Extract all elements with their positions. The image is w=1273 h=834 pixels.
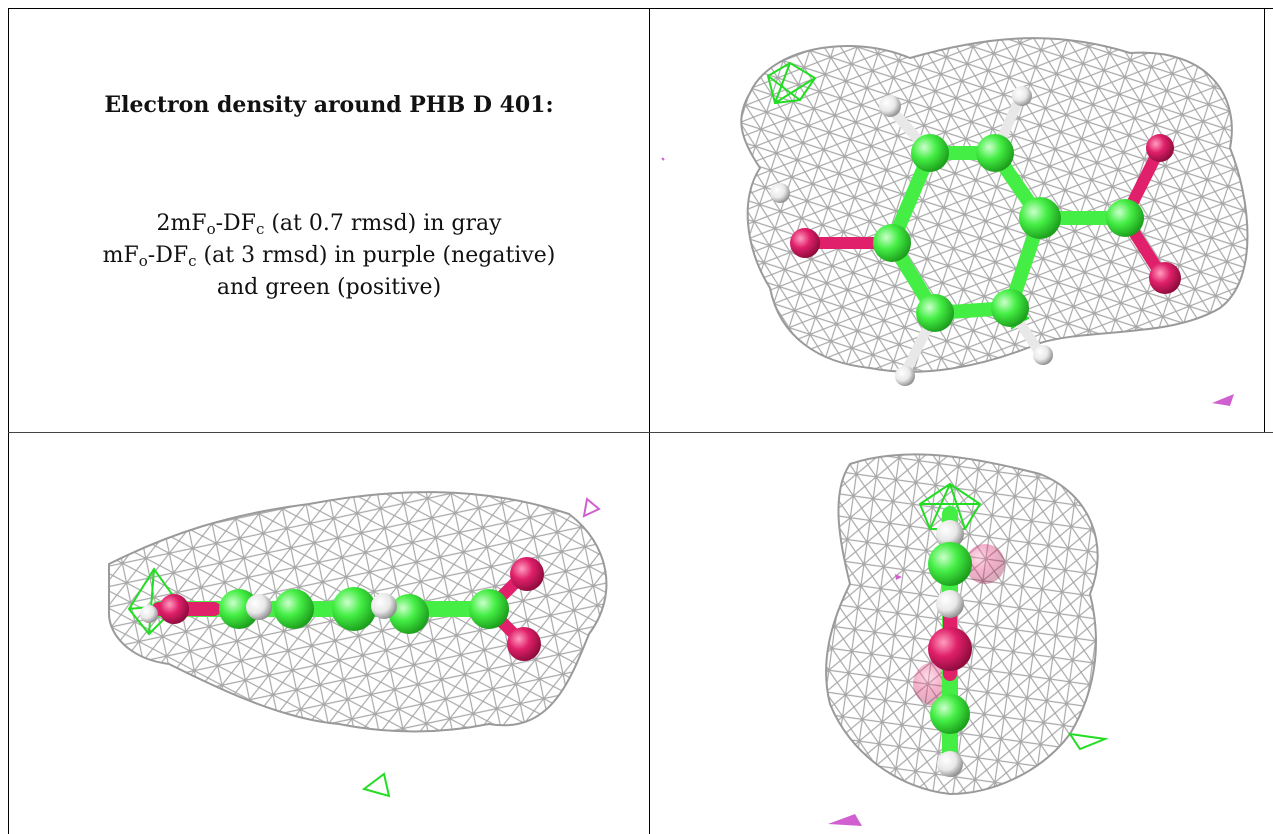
density-render-edge: [825, 453, 1109, 826]
legend-text: (at 0.7 rmsd) in gray: [264, 211, 502, 236]
atoms: [928, 520, 972, 777]
table-row-divider: [8, 432, 1273, 433]
table-border-left: [8, 8, 9, 834]
mesh-negative-speck: [661, 157, 665, 161]
legend-subscript: o: [138, 252, 148, 270]
mesh-2fofc: [740, 37, 1249, 373]
table-border-right: [1264, 8, 1265, 432]
density-render-side: [108, 491, 608, 798]
table-border-middle: [649, 8, 650, 834]
legend-line-2fofc: 2mFo-DFc (at 0.7 rmsd) in gray: [9, 208, 649, 240]
density-view-top: [650, 8, 1264, 432]
mesh-2fofc: [825, 453, 1099, 796]
legend-subscript: c: [188, 252, 197, 270]
mesh-negative: [1212, 394, 1234, 406]
legend-text: -DF: [215, 211, 256, 236]
legend-text: mF: [102, 243, 139, 268]
mesh-2fofc: [108, 491, 608, 733]
legend-text: 2mF: [156, 211, 207, 236]
figure-title: Electron density around PHB D 401:: [104, 92, 554, 118]
mesh-negative: [582, 497, 601, 518]
mesh-positive: [918, 482, 1109, 751]
legend-subscript: c: [255, 220, 265, 238]
legend-line-fofc: mFo-DFc (at 3 rmsd) in purple (negative): [9, 240, 649, 272]
legend-line-colors: and green (positive): [216, 275, 442, 300]
density-legend: 2mFo-DFc (at 0.7 rmsd) in gray mFo-DFc (…: [9, 208, 649, 304]
density-view-edge: [650, 434, 1264, 834]
table-border-top: [8, 8, 1273, 9]
legend-text: (at 3 rmsd) in purple (negative): [196, 243, 556, 268]
atoms: [140, 557, 544, 661]
density-view-side: [9, 434, 649, 834]
legend-subscript: o: [206, 220, 216, 238]
mesh-negative: [828, 574, 902, 826]
density-render-top: [661, 37, 1249, 406]
legend-text: -DF: [147, 243, 189, 268]
caption-cell: Electron density around PHB D 401: 2mFo-…: [9, 8, 649, 432]
atoms: [770, 86, 1181, 386]
